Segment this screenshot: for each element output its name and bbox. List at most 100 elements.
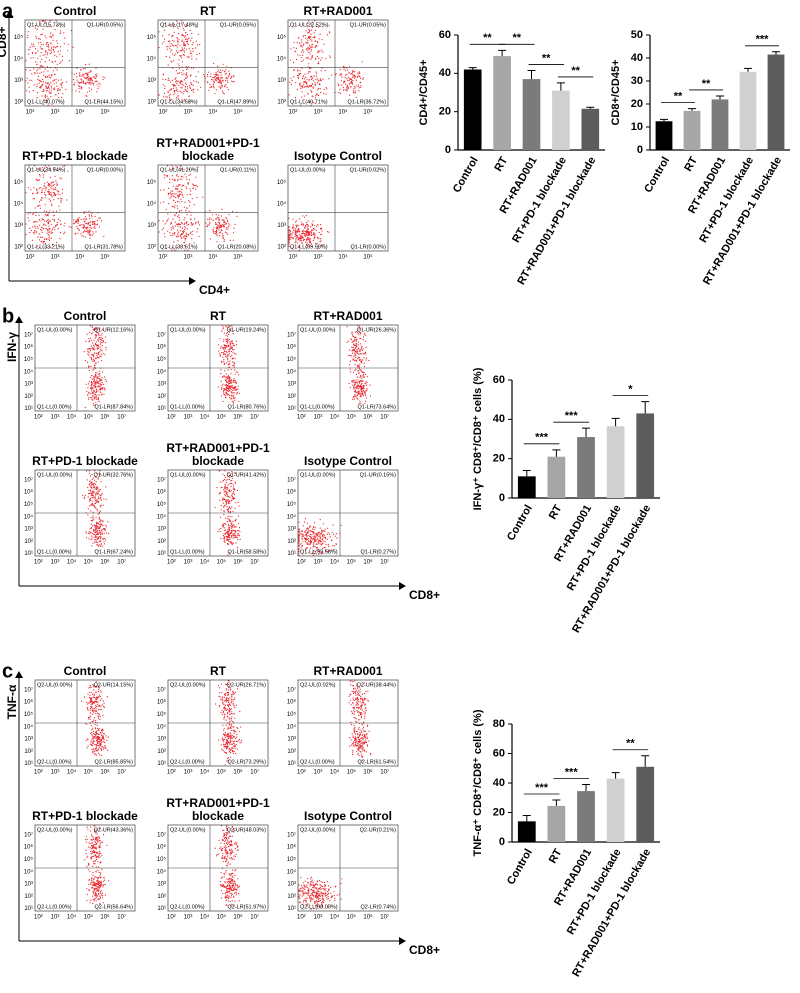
y-tick-label: 10⁴ <box>147 200 157 207</box>
event-dot <box>228 727 229 728</box>
event-dot <box>164 233 165 234</box>
event-dot <box>227 336 228 337</box>
event-dot <box>353 386 354 387</box>
event-dot <box>96 81 97 82</box>
event-dot <box>233 240 234 241</box>
event-dot <box>299 218 300 219</box>
event-dot <box>230 735 231 736</box>
event-dot <box>94 480 95 481</box>
event-dot <box>166 56 167 57</box>
event-dot <box>173 206 174 207</box>
event-dot <box>58 228 59 229</box>
event-dot <box>186 41 187 42</box>
event-dot <box>229 395 230 396</box>
event-dot <box>190 30 191 31</box>
event-dot <box>47 214 48 215</box>
event-dot <box>76 73 77 74</box>
event-dot <box>85 407 86 408</box>
event-dot <box>307 239 308 240</box>
event-dot <box>52 196 53 197</box>
event-dot <box>305 42 306 43</box>
event-dot <box>309 45 310 46</box>
event-dot <box>172 80 173 81</box>
quadrant-label: Q1-LR(80.76%) <box>227 404 266 410</box>
y-tick-label: 10³ <box>14 223 23 229</box>
event-dot <box>311 91 312 92</box>
event-dot <box>361 347 362 348</box>
event-dot <box>358 90 359 91</box>
event-dot <box>98 397 99 398</box>
event-dot <box>42 29 43 30</box>
event-dot <box>48 87 49 88</box>
event-dot <box>180 179 181 180</box>
event-dot <box>356 85 357 86</box>
event-dot <box>87 707 88 708</box>
event-dot <box>88 211 89 212</box>
event-dot <box>305 518 306 519</box>
event-dot <box>176 175 177 176</box>
event-dot <box>228 508 229 509</box>
event-dot <box>340 73 341 74</box>
y-tick-label: 10¹ <box>24 761 33 767</box>
event-dot <box>226 504 227 505</box>
event-dot <box>216 80 217 81</box>
event-dot <box>361 387 362 388</box>
event-dot <box>361 378 362 379</box>
event-dot <box>49 92 50 93</box>
event-dot <box>318 50 319 51</box>
event-dot <box>312 532 313 533</box>
event-dot <box>221 749 222 750</box>
event-dot <box>29 165 30 166</box>
event-dot <box>353 397 354 398</box>
event-dot <box>357 398 358 399</box>
event-dot <box>172 219 173 220</box>
event-dot <box>185 83 186 84</box>
event-cloud <box>25 165 104 249</box>
event-dot <box>88 354 89 355</box>
event-dot <box>226 698 227 699</box>
event-dot <box>174 92 175 93</box>
event-dot <box>93 529 94 530</box>
event-dot <box>53 227 54 228</box>
event-dot <box>168 194 169 195</box>
event-dot <box>94 710 95 711</box>
event-dot <box>43 177 44 178</box>
event-dot <box>53 189 54 190</box>
event-dot <box>88 718 89 719</box>
y-tick-label: 10² <box>24 749 33 755</box>
event-dot <box>88 72 89 73</box>
event-dot <box>102 732 103 733</box>
event-dot <box>222 357 223 358</box>
event-dot <box>101 543 102 544</box>
event-dot <box>221 227 222 228</box>
event-dot <box>218 86 219 87</box>
x-tick-label: 10⁴ <box>330 414 340 421</box>
event-dot <box>92 387 93 388</box>
event-dot <box>222 738 223 739</box>
event-dot <box>95 507 96 508</box>
event-dot <box>91 749 92 750</box>
event-dot <box>234 508 235 509</box>
event-dot <box>227 80 228 81</box>
event-dot <box>193 42 194 43</box>
event-dot <box>224 523 225 524</box>
event-dot <box>92 221 93 222</box>
event-dot <box>219 232 220 233</box>
event-dot <box>172 233 173 234</box>
event-dot <box>365 383 366 384</box>
event-dot <box>331 75 332 76</box>
quadrant-label: Q1-UR(32.76%) <box>94 472 134 478</box>
event-dot <box>226 373 227 374</box>
event-dot <box>60 30 61 31</box>
event-dot <box>42 48 43 49</box>
event-dot <box>90 225 91 226</box>
event-dot <box>92 342 93 343</box>
x-tick-label: 10⁵ <box>233 254 243 261</box>
event-dot <box>162 220 163 221</box>
event-dot <box>95 731 96 732</box>
event-dot <box>229 721 230 722</box>
event-dot <box>301 221 302 222</box>
event-dot <box>87 92 88 93</box>
event-dot <box>225 732 226 733</box>
event-dot <box>223 339 224 340</box>
